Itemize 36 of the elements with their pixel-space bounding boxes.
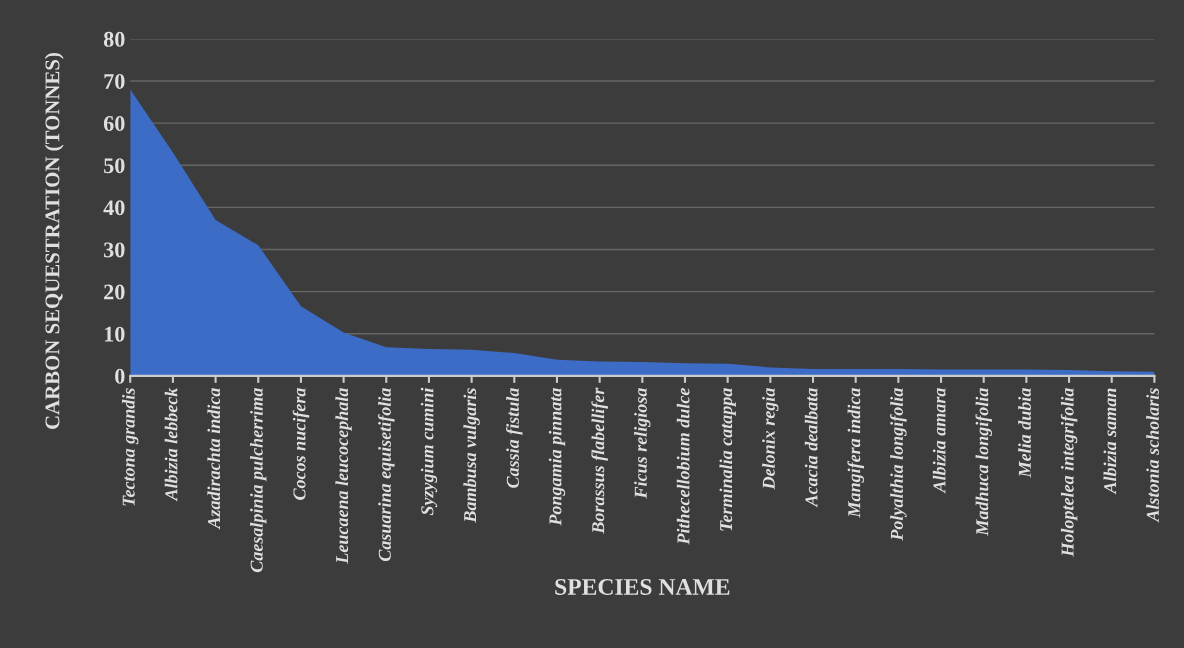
x-tick-label: Casuarina equisetifolia: [378, 388, 395, 562]
x-tick-label: Borassus flabellifer: [591, 387, 608, 534]
y-tick-label: 10: [104, 326, 125, 342]
y-tick-label: 20: [104, 284, 125, 300]
x-tick-label: Cocos nucifera: [292, 388, 310, 500]
x-tick-label: Delonix regia: [762, 388, 779, 490]
y-tick-label: 40: [103, 200, 125, 216]
x-tick-label: Albizia lebbeck: [164, 387, 178, 502]
x-tick-label: Albizia amara: [932, 388, 946, 494]
x-tick-label: Cassia fistula: [506, 388, 523, 488]
x-tick-label: Acacia dealbata: [804, 388, 818, 508]
y-tick-label: 50: [104, 158, 125, 174]
x-tick-label: Melia dubia: [1018, 388, 1031, 478]
x-tick-label: Tectona grandis: [122, 388, 139, 506]
x-tick-label: Albizia saman: [1103, 388, 1117, 495]
x-tick-label: Syzygium cumini: [420, 387, 438, 516]
y-tick-label: 80: [103, 31, 125, 47]
x-tick-label: Bambusa vulgaris: [463, 388, 480, 523]
x-tick-label: Azadirachta indica: [207, 388, 221, 530]
x-tick-label: Pithecellobium dulce: [676, 388, 690, 545]
x-tick-label: Pongamia pinnata: [548, 388, 566, 526]
x-tick-label: Alstonia scholaris: [1146, 388, 1159, 523]
x-tick-label: Holoptelea integrifolia: [1060, 388, 1078, 557]
y-tick-label: 30: [103, 242, 125, 258]
x-tick-label: Ficus religiosa: [634, 388, 651, 499]
x-tick-label: Polyalthia longifolia: [890, 388, 907, 541]
x-tick-label: Mangifera indica: [847, 388, 864, 518]
x-axis-title: SPECIES NAME: [555, 579, 730, 595]
y-tick-label: 70: [104, 73, 125, 89]
y-tick-label: 0: [115, 368, 125, 384]
y-axis-title: CARBON SEQUESTRATION (TONNES): [44, 53, 64, 429]
x-tick-label: Caesalpinia pulcherrima: [250, 388, 267, 573]
x-tick-label: Terminalia catappa: [719, 388, 736, 531]
x-tick-label: Madhuca longifolia: [975, 388, 992, 536]
x-tick-label: Leucaena leucocephala: [335, 388, 352, 564]
y-tick-label: 60: [103, 116, 125, 132]
